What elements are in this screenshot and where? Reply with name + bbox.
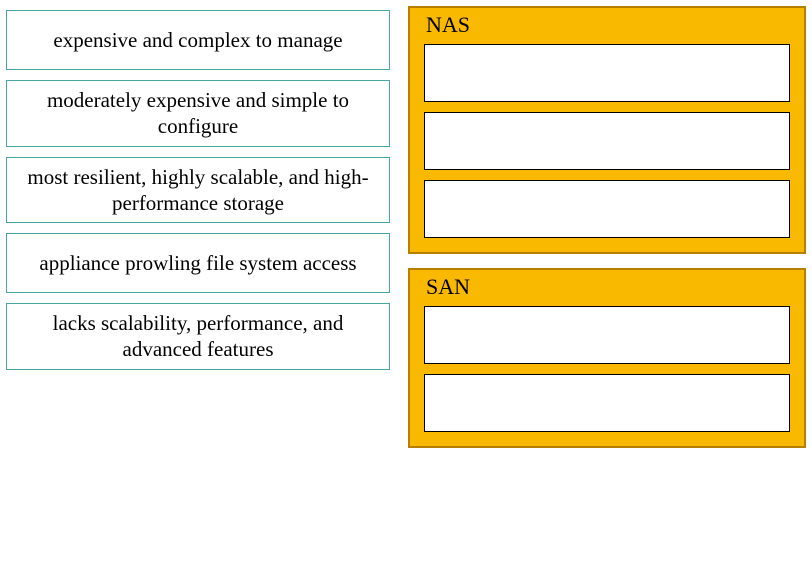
option-box[interactable]: appliance prowling file system access	[6, 233, 390, 293]
drop-group-title: SAN	[424, 270, 790, 306]
option-label: expensive and complex to manage	[53, 27, 342, 53]
option-box[interactable]: most resilient, highly scalable, and hig…	[6, 157, 390, 224]
drop-slot[interactable]	[424, 44, 790, 102]
drop-slot[interactable]	[424, 374, 790, 432]
option-box[interactable]: lacks scalability, performance, and adva…	[6, 303, 390, 370]
option-box[interactable]: moderately expensive and simple to confi…	[6, 80, 390, 147]
option-box[interactable]: expensive and complex to manage	[6, 10, 390, 70]
option-label: moderately expensive and simple to confi…	[19, 87, 377, 140]
option-label: most resilient, highly scalable, and hig…	[19, 164, 377, 217]
drop-slot[interactable]	[424, 306, 790, 364]
option-label: appliance prowling file system access	[39, 250, 356, 276]
option-label: lacks scalability, performance, and adva…	[19, 310, 377, 363]
drop-group-title: NAS	[424, 8, 790, 44]
drop-targets-column: NAS SAN	[408, 6, 806, 558]
drop-group-san: SAN	[408, 268, 806, 448]
drop-group-nas: NAS	[408, 6, 806, 254]
options-column: expensive and complex to manage moderate…	[6, 6, 390, 558]
drop-slot[interactable]	[424, 180, 790, 238]
drop-slot[interactable]	[424, 112, 790, 170]
matching-exercise: expensive and complex to manage moderate…	[0, 0, 812, 564]
